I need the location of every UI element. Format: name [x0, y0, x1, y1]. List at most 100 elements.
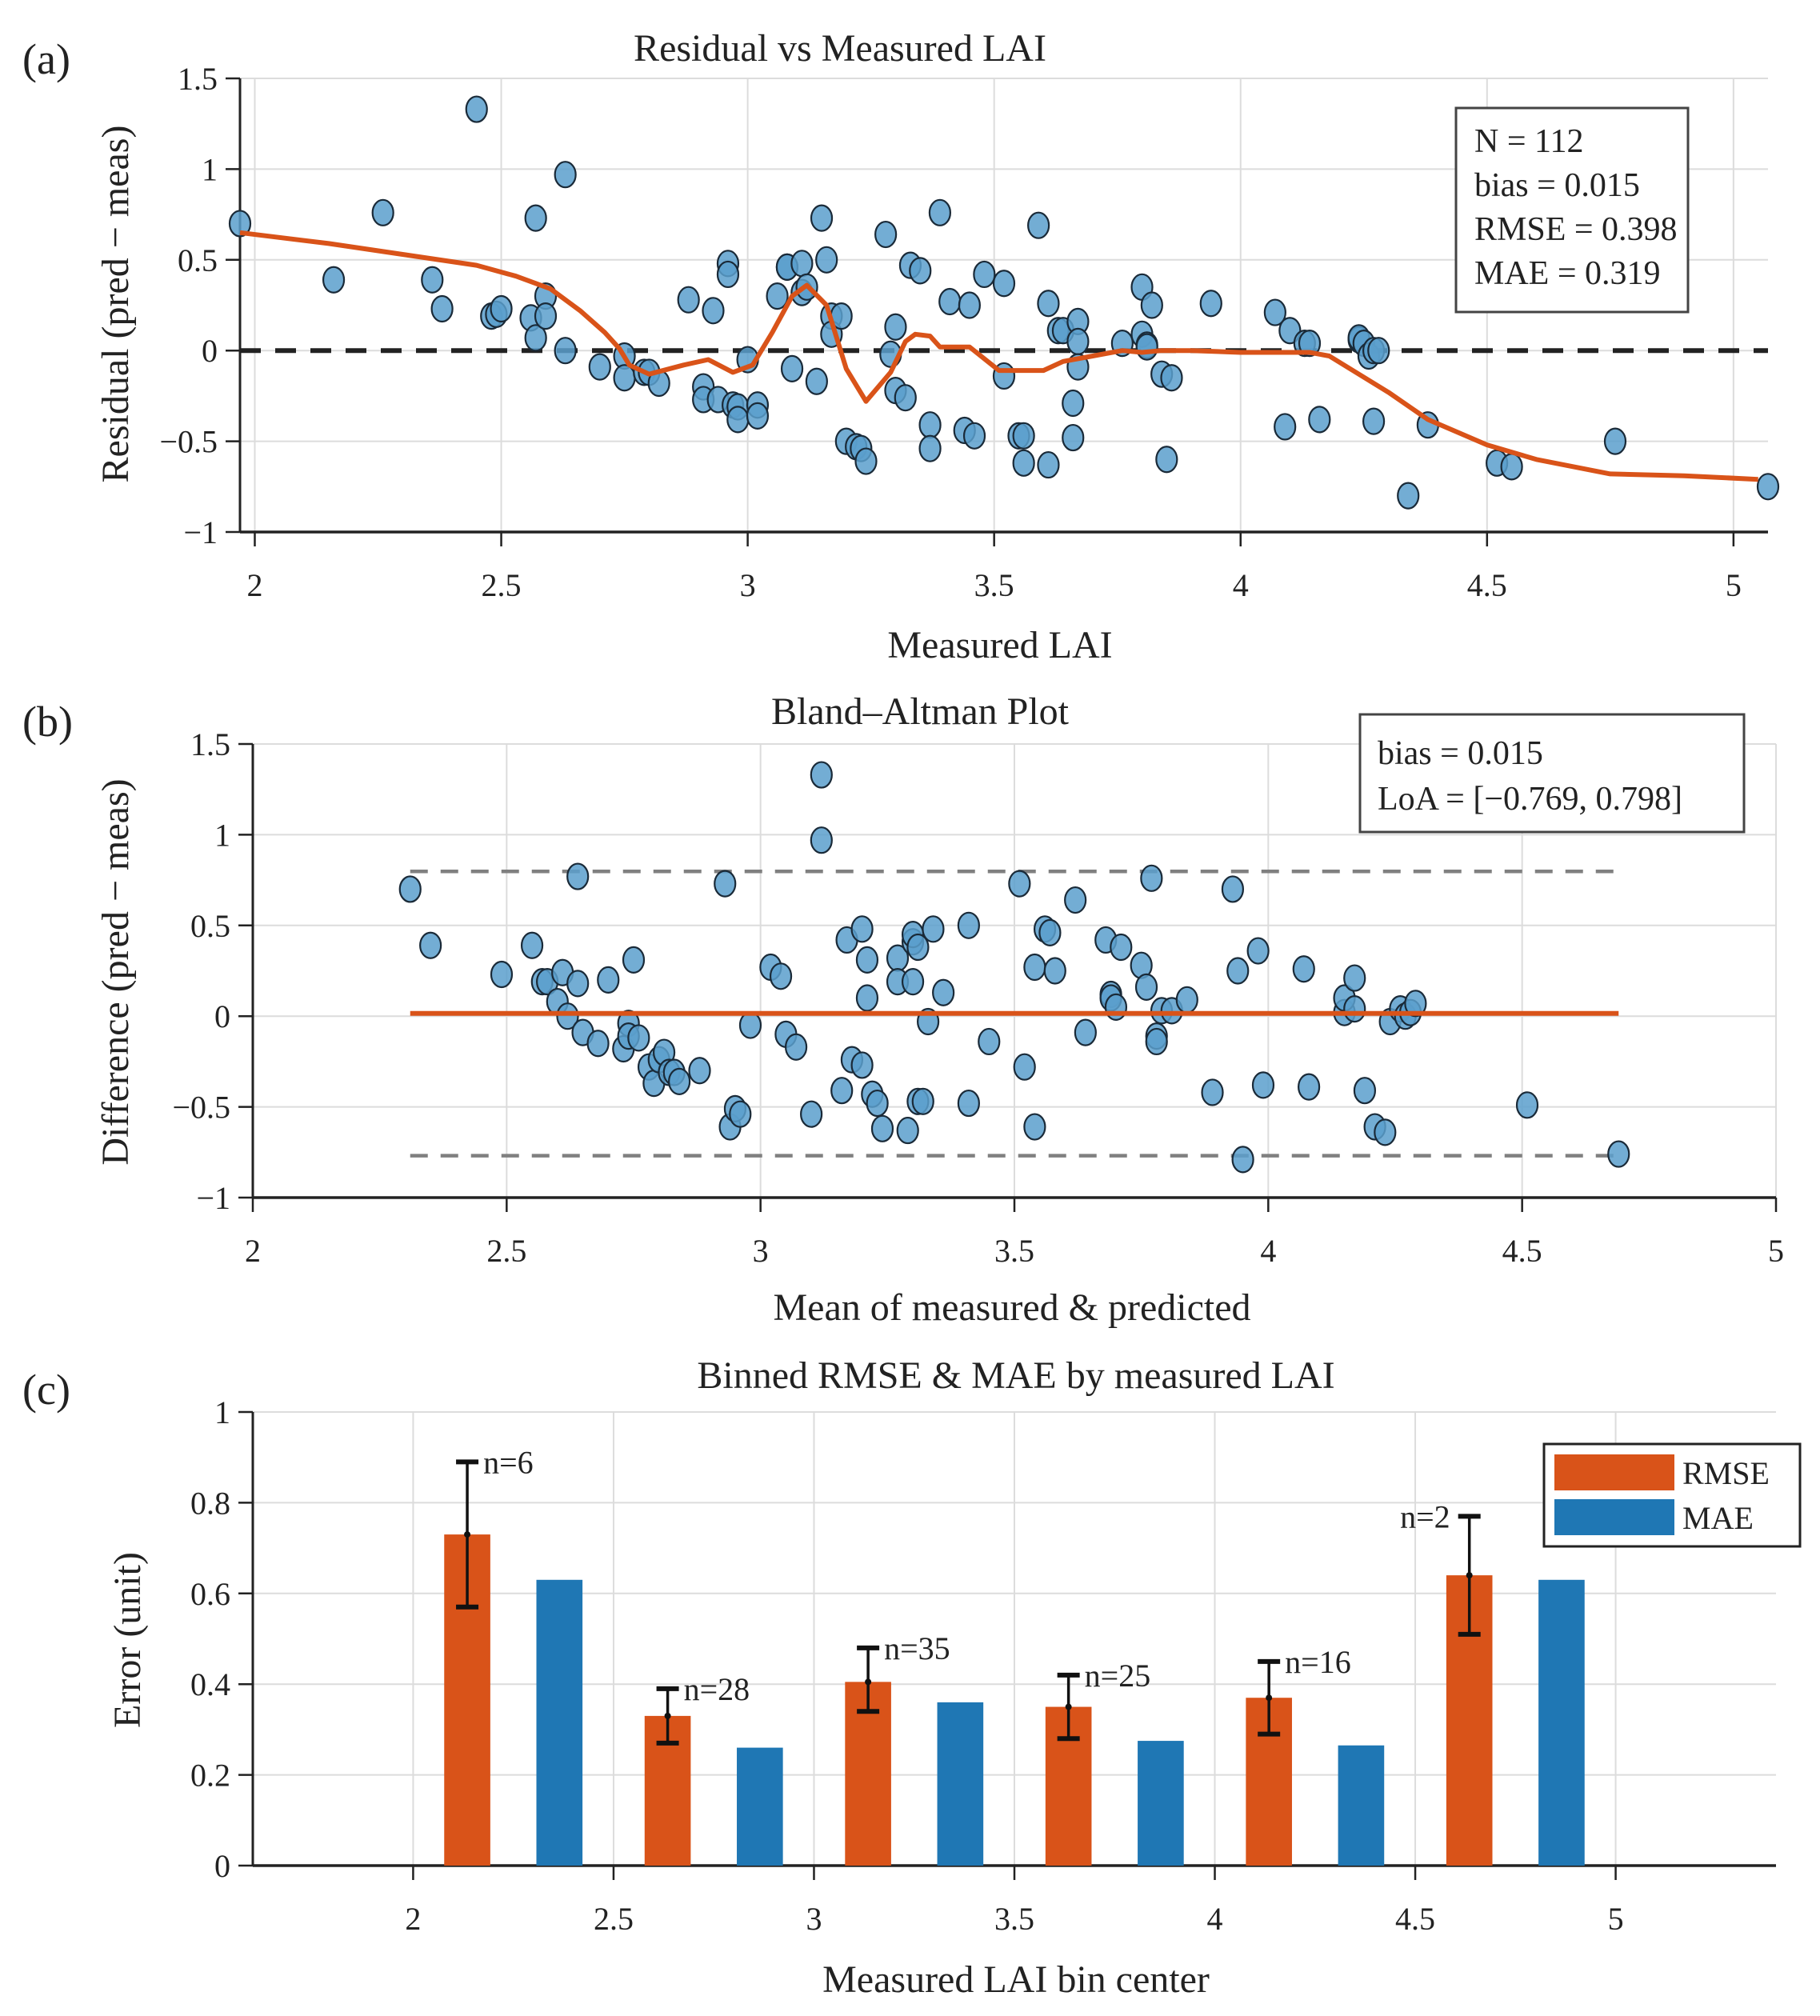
y-tick-label: 1.5 [178, 61, 218, 97]
scatter-point [566, 970, 590, 998]
panel-a-title: Residual vs Measured LAI [634, 27, 1046, 70]
bin-count-label: n=28 [684, 1671, 750, 1707]
scatter-point [1062, 389, 1085, 418]
x-tick-label: 5 [1768, 1233, 1784, 1269]
scatter-point [901, 968, 925, 996]
scatter-point [1012, 422, 1035, 450]
scatter-point [1367, 337, 1390, 365]
annot-bias: bias = 0.015 [1474, 167, 1640, 204]
scatter-point [870, 1114, 894, 1142]
scatter-point [978, 1027, 1001, 1056]
x-tick-label: 3.5 [994, 1901, 1034, 1937]
error-center [865, 1678, 872, 1686]
scatter-point [702, 297, 725, 325]
scatter-point [1343, 964, 1366, 992]
scatter-point [714, 870, 737, 898]
scatter-point [322, 266, 346, 294]
scatter-point [1362, 407, 1386, 435]
scatter-point [928, 198, 952, 226]
scatter-point [1515, 1091, 1539, 1119]
scatter-point [1064, 886, 1087, 914]
error-center [1065, 1703, 1072, 1710]
panel-a-ylabel: Residual (pred − meas) [94, 126, 137, 483]
y-tick-label: 1 [214, 817, 230, 853]
scatter-point [1023, 953, 1046, 982]
scatter-point [1140, 864, 1163, 892]
panel-b-annotation-box: bias = 0.015 LoA = [−0.769, 0.798] [1358, 713, 1746, 834]
scatter-point [855, 946, 879, 974]
y-tick-label: 0 [202, 333, 218, 369]
scatter-point [1251, 1071, 1275, 1099]
scatter-point [1308, 406, 1331, 434]
scatter-point [738, 1011, 762, 1039]
annot-mae: MAE = 0.319 [1474, 255, 1661, 292]
panel-b-label: (b) [22, 698, 73, 746]
scatter-point [1145, 1027, 1168, 1056]
x-tick-label: 5 [1608, 1901, 1624, 1937]
panel-c-ylabel: Error (unit) [106, 1552, 149, 1728]
panel-a-marks [228, 95, 1780, 510]
scatter-point [938, 287, 962, 316]
scatter-point [911, 1087, 934, 1115]
panel-c: (c) Binned RMSE & MAE by measured LAI Me… [22, 1354, 1802, 2001]
scatter-point [850, 1051, 874, 1079]
mae-bar [536, 1579, 583, 1866]
scatter-point [668, 1067, 691, 1095]
y-tick-label: 0.5 [190, 908, 230, 944]
scatter-point [962, 422, 986, 450]
scatter-point [465, 95, 488, 123]
scatter-point [992, 270, 1016, 298]
scatter-point [419, 931, 442, 959]
panel-c-label: (c) [22, 1366, 70, 1414]
scatter-point [1140, 291, 1163, 319]
panel-b-title: Bland–Altman Plot [771, 690, 1070, 733]
x-tick-label: 3.5 [974, 567, 1014, 603]
error-center [464, 1531, 471, 1538]
scatter-point [534, 302, 558, 330]
scatter-point [810, 761, 833, 789]
scatter-point [855, 984, 879, 1012]
y-tick-label: 0.2 [190, 1758, 230, 1794]
x-tick-label: 3.5 [994, 1233, 1034, 1269]
scatter-point [1074, 1018, 1097, 1046]
scatter-point [1110, 933, 1133, 962]
x-tick-label: 2 [246, 567, 262, 603]
scatter-point [1037, 290, 1060, 318]
scatter-point [810, 826, 833, 854]
x-tick-label: 4.5 [1395, 1901, 1435, 1937]
scatter-point [815, 246, 838, 274]
bin-count-label: n=35 [884, 1630, 950, 1666]
scatter-point [1023, 1113, 1046, 1141]
scatter-point [957, 1089, 980, 1118]
scatter-point [866, 1089, 889, 1118]
mae-bar [937, 1702, 984, 1866]
bin-count-label: n=25 [1085, 1658, 1151, 1694]
scatter-point [524, 204, 547, 232]
legend-label-mae: MAE [1682, 1500, 1754, 1536]
scatter-point [810, 204, 834, 232]
scatter-point [918, 411, 942, 439]
y-tick-label: 1 [214, 1394, 230, 1430]
panel-b-ylabel: Difference (pred − meas) [94, 778, 137, 1165]
scatter-point [973, 260, 996, 289]
scatter-point [430, 294, 454, 323]
scatter-point [805, 367, 828, 395]
y-tick-label: 0.4 [190, 1666, 230, 1702]
scatter-point [1397, 482, 1420, 510]
scatter-point [1374, 1118, 1397, 1146]
scatter-point [398, 875, 422, 903]
scatter-point [800, 1100, 823, 1128]
scatter-point [1292, 955, 1315, 983]
scatter-point [850, 915, 874, 943]
scatter-point [1175, 986, 1198, 1014]
scatter-point [1062, 423, 1085, 452]
x-tick-label: 3 [740, 567, 756, 603]
scatter-point [784, 1033, 808, 1061]
scatter-point [1298, 1073, 1321, 1101]
smoothed-trend-line [239, 230, 1758, 482]
y-tick-label: 0.8 [190, 1485, 230, 1521]
x-tick-label: 2.5 [594, 1901, 634, 1937]
x-tick-label: 4 [1260, 1233, 1276, 1269]
legend-label-rmse: RMSE [1682, 1455, 1770, 1491]
